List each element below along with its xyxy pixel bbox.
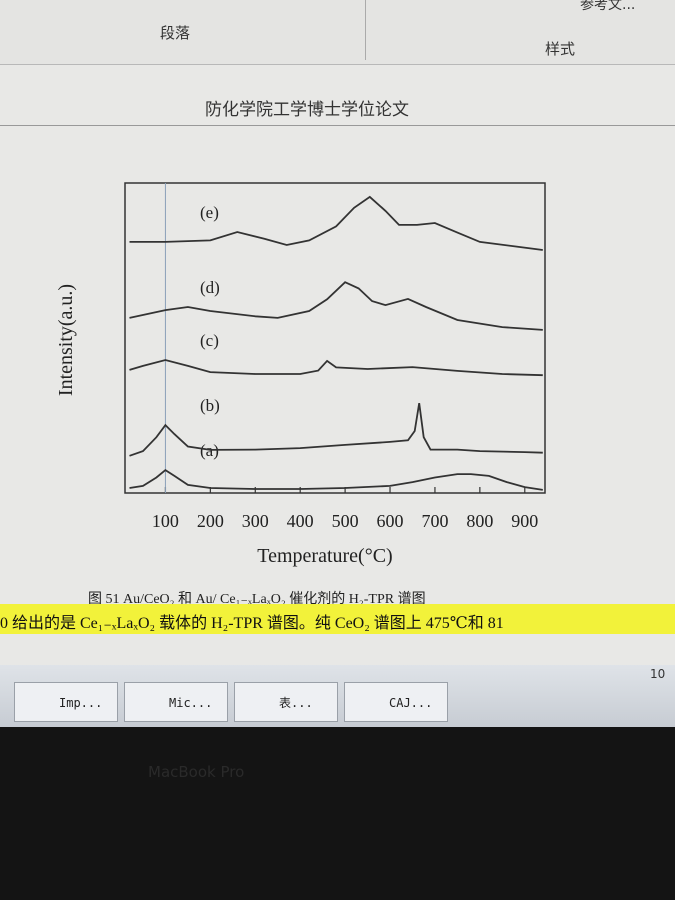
body-text: 0 给出的是 Ce₁₋ₓLaₓO₂ 载体的 H₂-TPR 谱图。纯 CeO₂ 谱…: [0, 615, 504, 632]
y-axis-label: Intensity(a.u.): [55, 284, 77, 396]
x-tick-label: 100: [152, 511, 179, 531]
series-label: (e): [200, 203, 219, 222]
x-tick-label: 800: [466, 511, 493, 531]
data-line: [129, 468, 543, 491]
ribbon-group: 样式: [545, 40, 576, 58]
taskbar-button[interactable]: CAJ...: [344, 682, 448, 722]
laptop-bezel: MacBook Pro: [0, 727, 675, 900]
x-axis-label: Temperature(°C): [257, 545, 392, 567]
series-label: (b): [200, 396, 220, 415]
taskbar-button[interactable]: Imp...: [14, 682, 118, 722]
plot-frame: [124, 182, 546, 494]
x-tick-label: 600: [377, 511, 404, 531]
page-header: 防化学院工学博士学位论文: [205, 100, 409, 119]
figure-caption: 图 51 Au/CeO₂ 和 Au/ Ce₁₋ₓLaₓO₂ 催化剂的 H₂-TP…: [88, 592, 426, 607]
document: 防化学院工学博士学位论文 图 51 Au/CeO₂ 和 Au/ Ce₁₋ₓLaₓ…: [0, 65, 675, 665]
data-line: [129, 402, 543, 457]
x-tick-label: 900: [511, 511, 538, 531]
highlighted-text-line: 0 给出的是 Ce₁₋ₓLaₓO₂ 载体的 H₂-TPR 谱图。纯 CeO₂ 谱…: [0, 604, 675, 634]
ribbon: 段落 样式 参考文...: [0, 0, 675, 65]
brand-label: MacBook Pro: [148, 763, 245, 781]
data-line: [129, 281, 543, 331]
x-tick-label: 400: [287, 511, 314, 531]
taskbar-button[interactable]: 表...: [234, 682, 338, 722]
ribbon-divider: [365, 0, 366, 60]
chart: Intensity(a.u.) Temperature(°C) 100 200 30…: [55, 182, 546, 567]
x-tick-label: 500: [332, 511, 359, 531]
data-line: [129, 195, 543, 251]
data-line: [129, 359, 543, 377]
x-tick-label: 300: [242, 511, 269, 531]
series-label: (d): [200, 278, 220, 297]
series-label: (c): [200, 331, 219, 350]
ribbon-button[interactable]: 参考文...: [580, 0, 636, 13]
x-tick-label: 200: [197, 511, 224, 531]
x-tick-label: 700: [421, 511, 448, 531]
taskbar-button[interactable]: Mic...: [124, 682, 228, 722]
header-rule: [0, 125, 675, 126]
status-text: 10: [650, 667, 666, 681]
ribbon-group: 段落: [160, 24, 191, 42]
